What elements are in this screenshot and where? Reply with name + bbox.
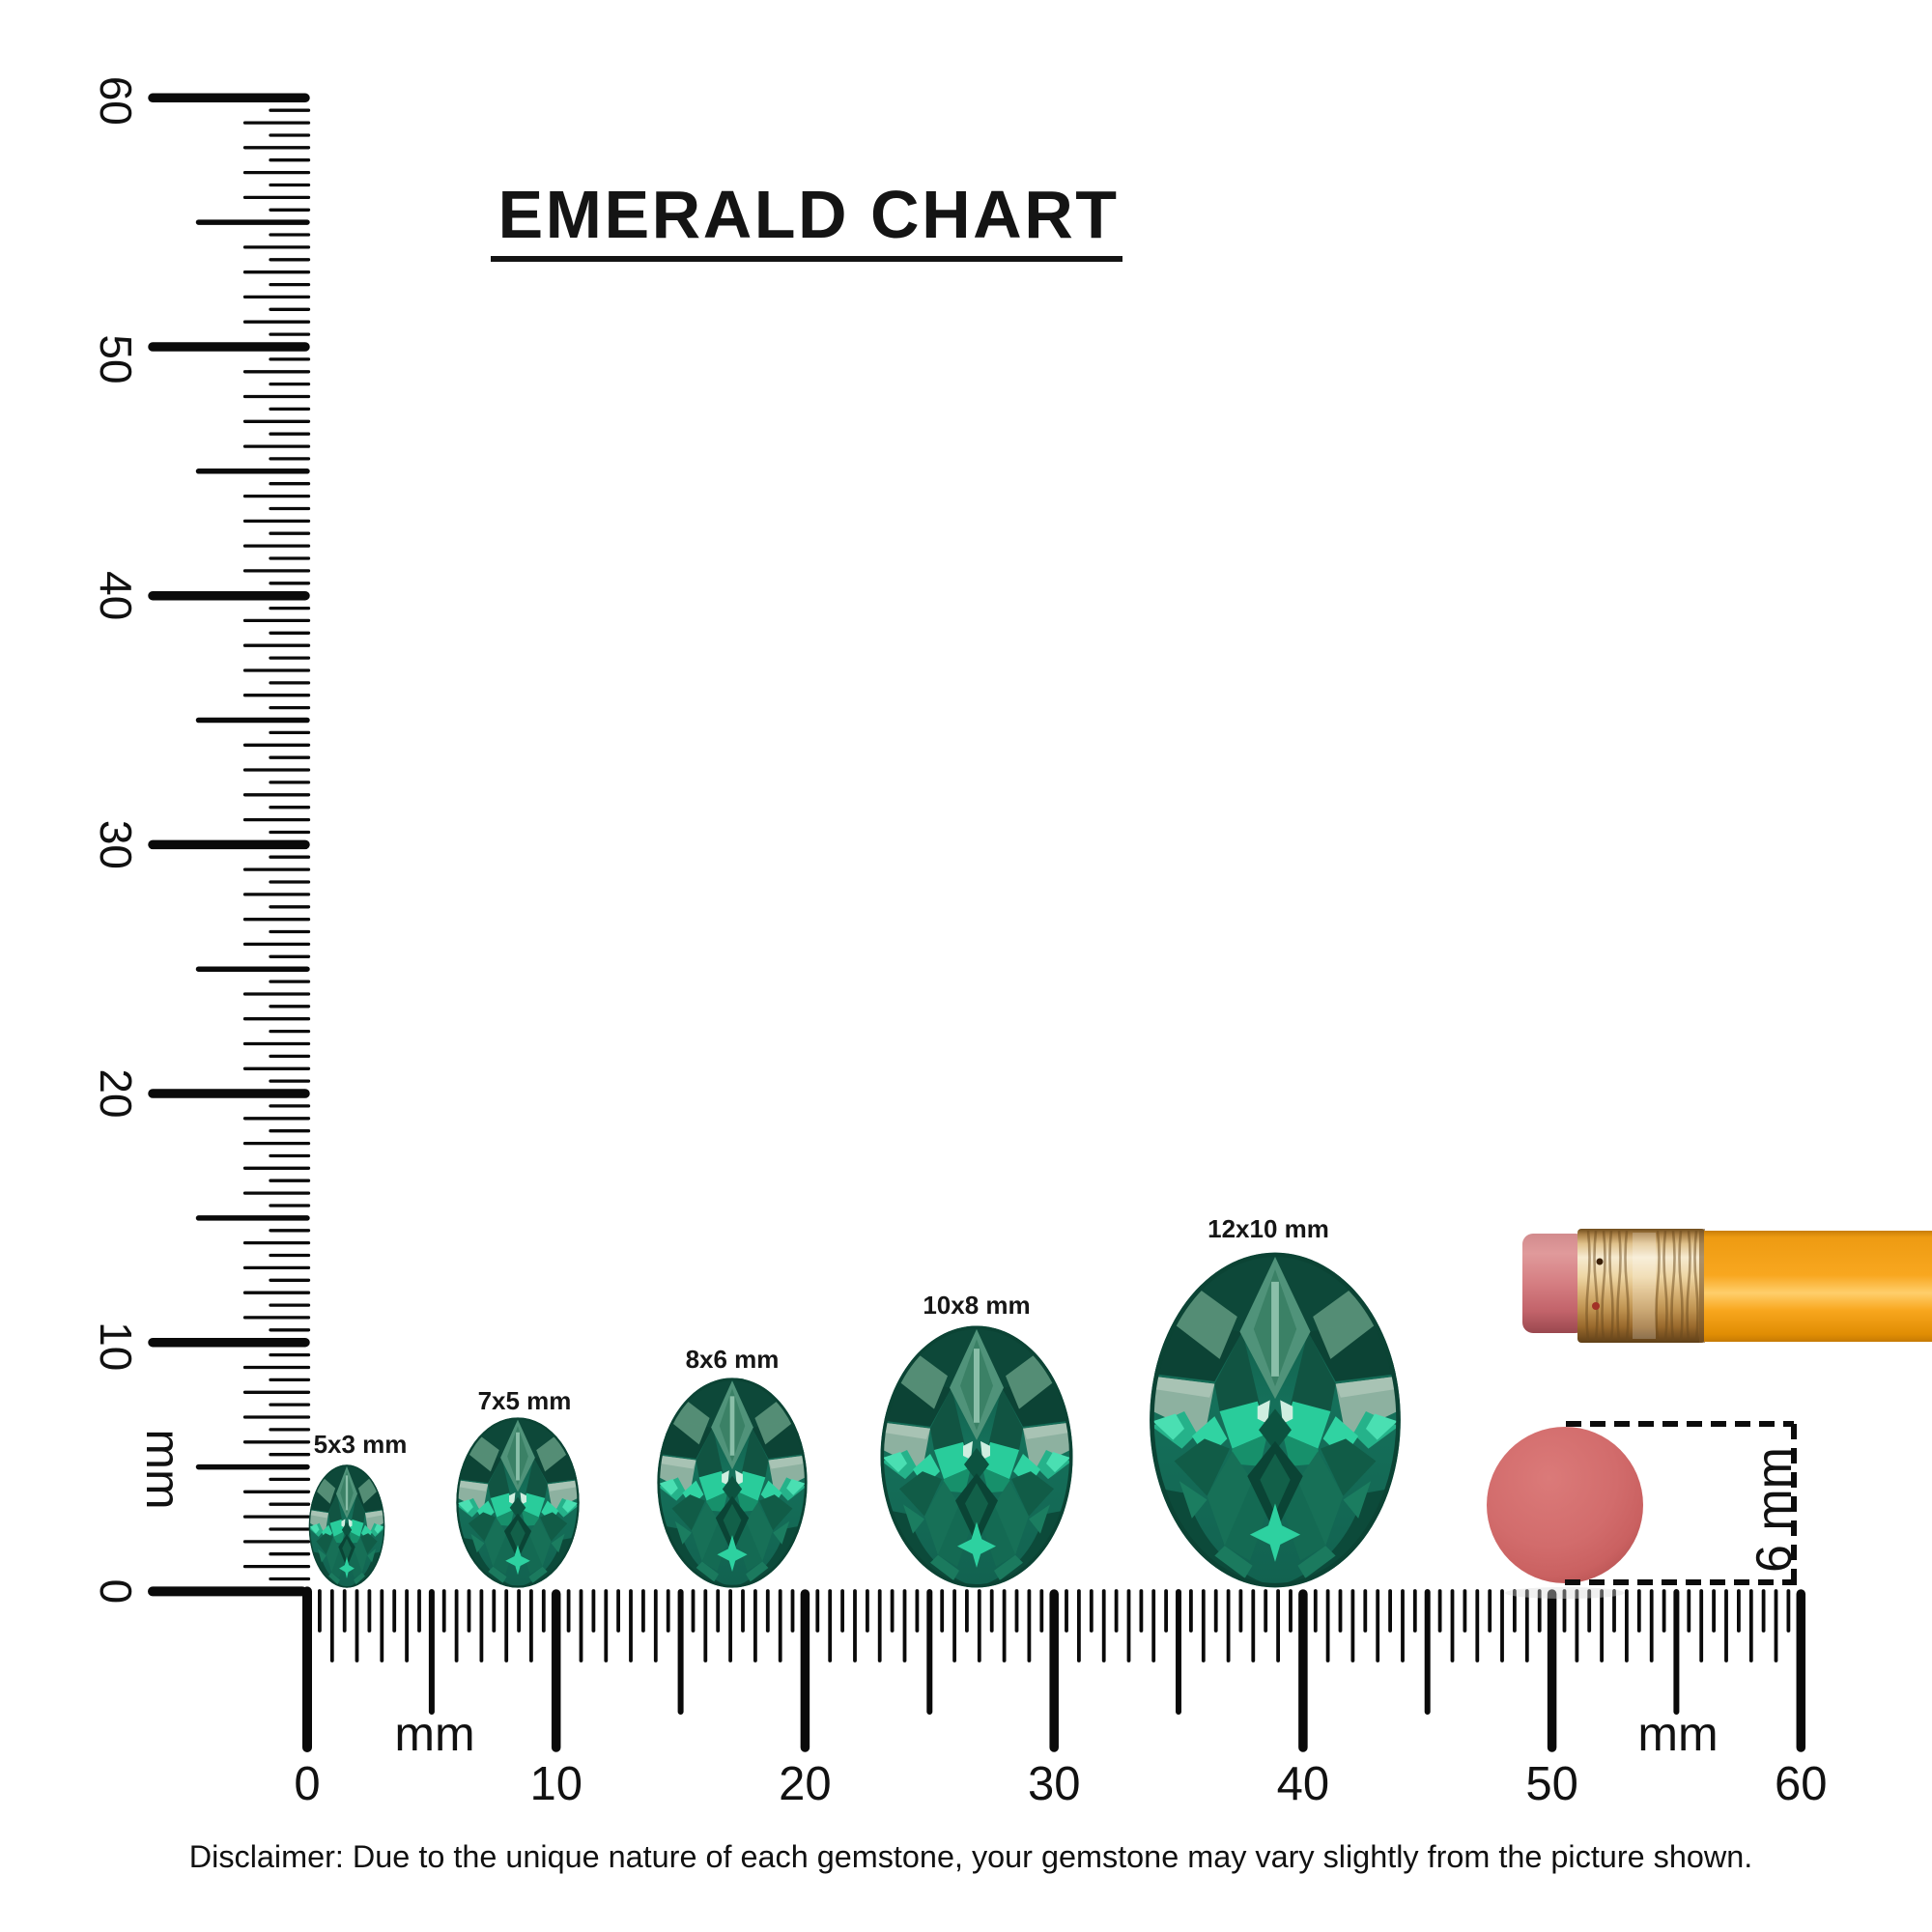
svg-text:5x3 mm: 5x3 mm: [314, 1430, 408, 1459]
svg-text:EMERALD CHART: EMERALD CHART: [497, 177, 1119, 252]
svg-text:7x5 mm: 7x5 mm: [478, 1386, 572, 1415]
svg-text:40: 40: [91, 571, 141, 620]
svg-text:50: 50: [91, 334, 141, 384]
svg-text:60: 60: [1775, 1758, 1828, 1810]
svg-text:20: 20: [91, 1068, 141, 1118]
svg-text:0: 0: [91, 1579, 141, 1605]
svg-text:40: 40: [1277, 1758, 1330, 1810]
svg-text:10x8 mm: 10x8 mm: [923, 1291, 1030, 1320]
svg-text:Disclaimer: Due to the unique: Disclaimer: Due to the unique nature of …: [189, 1839, 1753, 1874]
svg-text:10: 10: [91, 1321, 141, 1371]
svg-text:8x6 mm: 8x6 mm: [686, 1345, 780, 1374]
svg-text:10: 10: [529, 1758, 582, 1810]
svg-text:12x10 mm: 12x10 mm: [1208, 1214, 1329, 1243]
svg-text:60: 60: [91, 76, 141, 126]
svg-text:0: 0: [294, 1758, 320, 1810]
svg-text:30: 30: [1028, 1758, 1081, 1810]
svg-text:50: 50: [1525, 1758, 1578, 1810]
svg-text:6 mm: 6 mm: [1747, 1447, 1803, 1573]
svg-text:mm: mm: [136, 1429, 190, 1509]
svg-text:30: 30: [91, 820, 141, 869]
svg-text:20: 20: [779, 1758, 832, 1810]
svg-text:mm: mm: [1637, 1707, 1718, 1761]
svg-text:mm: mm: [394, 1707, 474, 1761]
